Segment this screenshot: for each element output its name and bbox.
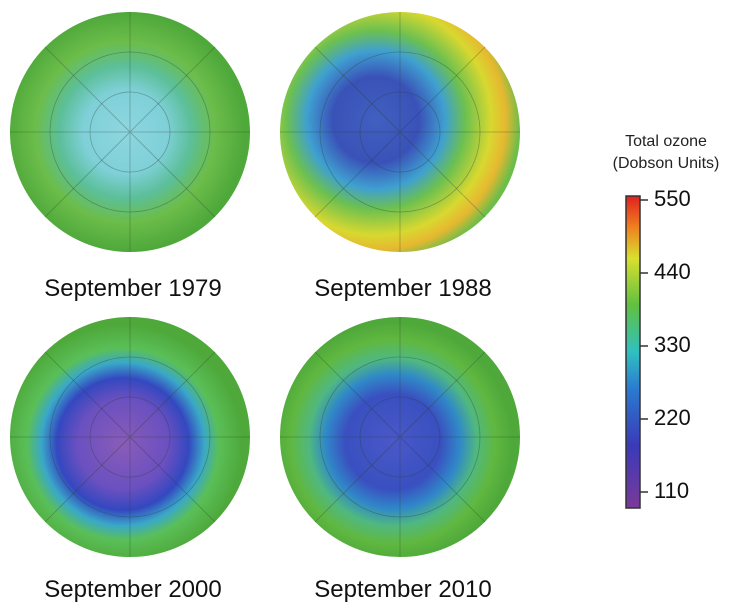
colorbar-subtitle: (Dobson Units) xyxy=(613,155,720,172)
tick-label: 330 xyxy=(654,332,691,357)
tick-label: 440 xyxy=(654,259,691,284)
globe xyxy=(10,12,250,252)
globe xyxy=(280,317,520,557)
panel-label: September 1988 xyxy=(314,275,491,302)
tick-label: 550 xyxy=(654,186,691,211)
panel-label: September 2000 xyxy=(44,576,221,603)
panel-label: September 1979 xyxy=(44,275,221,302)
globe xyxy=(280,12,520,252)
globe xyxy=(10,317,250,557)
tick-label: 110 xyxy=(654,478,689,503)
colorbar xyxy=(626,196,640,508)
figure: September 1979 September 1988 September … xyxy=(0,0,736,607)
colorbar-title: Total ozone xyxy=(625,133,707,150)
colorbar-ticks: 110 220 330 440 550 xyxy=(640,186,691,503)
tick-label: 220 xyxy=(654,405,691,430)
panel-label: September 2010 xyxy=(314,576,491,603)
